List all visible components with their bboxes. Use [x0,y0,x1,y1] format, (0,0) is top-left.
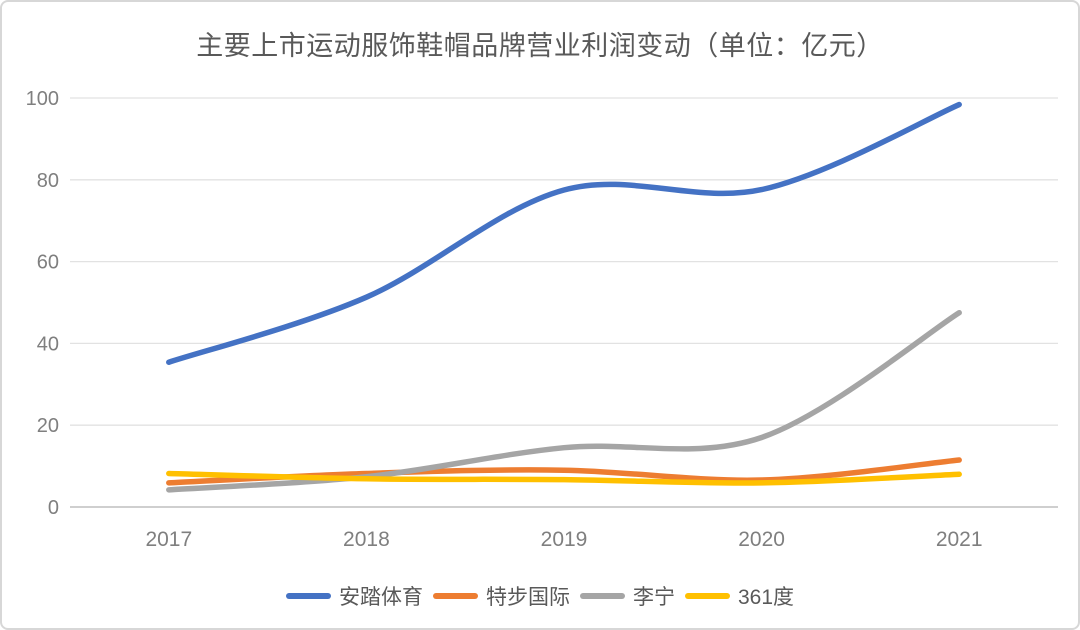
legend-swatch-361-degrees [684,593,730,599]
legend-label: 李宁 [632,586,675,609]
x-axis-tick-label: 2020 [738,528,785,551]
legend-swatch-anta-sports [285,593,331,599]
series-line-li-ning [166,309,962,493]
legend-label: 特步国际 [485,586,570,609]
legend-label: 安踏体育 [338,586,423,609]
legend-item-361-degrees: 361度 [684,581,795,611]
series-line-anta-sports [166,101,962,365]
legend-swatch-li-ning [579,593,625,599]
x-axis-tick-label: 2021 [936,528,983,551]
y-axis-tick-label: 100 [26,88,59,110]
x-axis-tick-label: 2019 [541,528,588,551]
legend-label: 361度 [737,586,795,609]
y-axis-tick-label: 0 [48,497,59,519]
series-line-361-degrees [166,470,962,486]
legend-item-li-ning: 李宁 [579,581,675,611]
chart-title: 主要上市运动服饰鞋帽品牌营业利润变动（单位：亿元） [196,31,884,61]
y-axis-tick-label: 60 [37,252,59,274]
legend-swatch-xtep [432,593,478,599]
legend-item-xtep: 特步国际 [432,581,570,611]
x-axis-tick-label: 2017 [145,528,192,551]
y-axis-tick-label: 80 [37,170,59,192]
x-axis-tick-label: 2018 [343,528,390,551]
y-axis-tick-label: 20 [37,415,59,437]
legend-item-anta-sports: 安踏体育 [285,581,423,611]
chart-legend: 安踏体育 特步国际 李宁 361度 [2,581,1078,611]
y-axis-tick-label: 40 [37,333,59,355]
